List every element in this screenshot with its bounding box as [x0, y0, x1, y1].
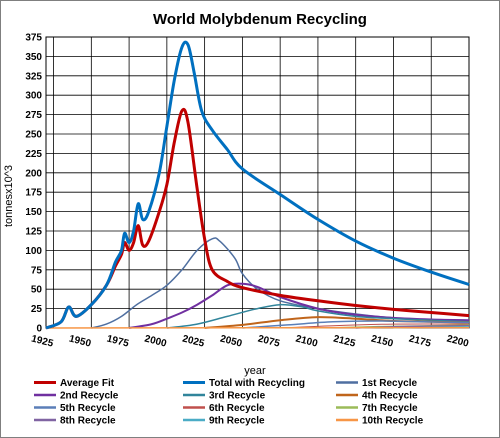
x-tick-label: 2125 [332, 334, 357, 350]
legend-label-7th-recycle: 7th Recycle [362, 403, 418, 414]
y-tick-label: 325 [25, 71, 42, 82]
legend-label-5th-recycle: 5th Recycle [60, 403, 116, 414]
plot-area [45, 36, 470, 329]
y-tick-label: 25 [31, 304, 43, 315]
x-tick-label: 1925 [30, 334, 55, 350]
y-tick-labels: 0 25 50 75 100 125 150 175 200 225 250 275 300 325 350… [25, 33, 42, 335]
series-lines [45, 40, 470, 330]
y-tick-label: 50 [31, 285, 43, 296]
series-line-2nd-recycle [128, 282, 470, 329]
y-tick-label: 150 [25, 207, 42, 218]
y-axis-label: tonnesx10^3 [3, 165, 15, 227]
legend-label-4th-recycle: 4th Recycle [362, 391, 418, 402]
chart-title: World Molybdenum Recycling [153, 11, 367, 28]
x-tick-labels: 1925 1950 1975 2000 2025 2050 2075 2100 2125 2150… [30, 334, 470, 350]
y-tick-label: 300 [25, 91, 42, 102]
legend: Average Fit Total with Recycling 1st Recyc… [34, 378, 424, 427]
y-tick-label: 225 [25, 149, 42, 160]
legend-label-10th-recycle: 10th Recycle [362, 416, 424, 427]
legend-label-2nd-recycle: 2nd Recycle [60, 391, 119, 402]
x-tick-label: 2025 [181, 334, 206, 350]
x-axis-label: year [244, 365, 266, 377]
y-tick-label: 125 [25, 227, 42, 238]
legend-label-8th-recycle: 8th Recycle [60, 416, 116, 427]
legend-label-3rd-recycle: 3rd Recycle [209, 391, 266, 402]
y-tick-label: 250 [25, 130, 42, 141]
y-tick-label: 375 [25, 33, 42, 44]
y-tick-label: 100 [25, 246, 42, 257]
x-tick-label: 2200 [445, 334, 470, 350]
x-tick-label: 1950 [68, 334, 93, 350]
x-tick-label: 2175 [408, 334, 433, 350]
legend-label-6th-recycle: 6th Recycle [209, 403, 265, 414]
y-tick-label: 75 [31, 265, 43, 276]
x-tick-label: 2100 [294, 334, 319, 350]
x-tick-label: 1975 [106, 334, 131, 350]
legend-label-1st-recycle: 1st Recycle [362, 378, 417, 389]
y-tick-label: 200 [25, 168, 42, 179]
x-tick-label: 2075 [257, 334, 282, 350]
series-line-3rd-recycle [166, 303, 470, 329]
x-tick-label: 2000 [143, 334, 168, 350]
y-tick-label: 175 [25, 188, 42, 199]
y-tick-label: 350 [25, 52, 42, 63]
legend-label-total-with-recycling: Total with Recycling [209, 378, 305, 389]
y-tick-label: 275 [25, 110, 42, 121]
x-tick-label: 2150 [370, 334, 395, 350]
series-line-5th-recycle [242, 320, 470, 329]
x-tick-label: 2050 [219, 334, 244, 350]
series-line-6th-recycle [280, 323, 470, 329]
y-tick-label: 0 [36, 324, 42, 335]
series-line-total-with-recycling [45, 40, 470, 330]
legend-label-9th-recycle: 9th Recycle [209, 416, 265, 427]
legend-label-average-fit: Average Fit [60, 378, 115, 389]
